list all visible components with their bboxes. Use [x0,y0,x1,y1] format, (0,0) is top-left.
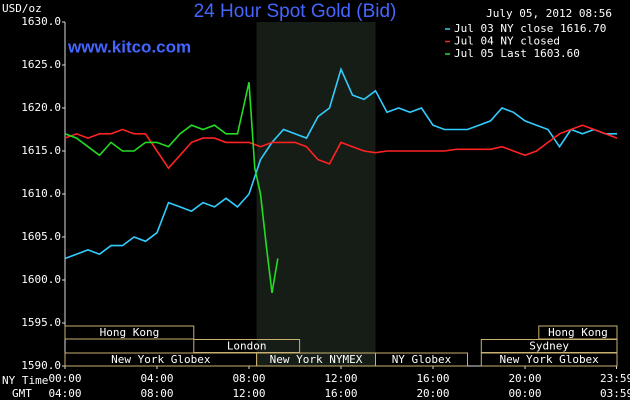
series-line [64,66,617,260]
session-label: Sydney [529,340,569,353]
x-tick-label: 08:00 [232,372,265,385]
x2-tick-label: 16:00 [324,387,357,400]
y-tick-label: 1630.0 [21,15,61,28]
session-label: New York Globex [111,353,211,366]
x-tick-label: 16:00 [416,372,449,385]
y-tick-label: 1605.0 [21,230,61,243]
session-label: NY Globex [392,353,452,366]
shaded-range [256,22,376,366]
legend-label: Jul 03 NY close 1616.70 [454,22,606,35]
x2-tick-label: 08:00 [140,387,173,400]
session-label: New York NYMEX [270,353,363,366]
x-tick-label: 20:00 [508,372,541,385]
x2-tick-label: 12:00 [232,387,265,400]
x-tick-label: 04:00 [140,372,173,385]
session-label: Hong Kong [100,326,160,339]
y-tick-label: 1625.0 [21,58,61,71]
legend-label: Jul 04 NY closed [454,35,560,48]
session-label: Hong Kong [548,326,608,339]
session-label: London [227,340,267,353]
y-tick-label: 1600.0 [21,273,61,286]
timestamp: July 05, 2012 08:56 [486,7,612,20]
x2-axis-label: GMT [12,387,32,400]
x-tick-label: 23:59 [600,372,630,385]
site-url: www.kitco.com [67,37,191,56]
y-axis-label: USD/oz [2,2,42,15]
x2-tick-label: 00:00 [508,387,541,400]
series-line [64,82,279,294]
y-tick-label: 1615.0 [21,144,61,157]
x2-tick-label: 20:00 [416,387,449,400]
y-tick-label: 1610.0 [21,187,61,200]
x-tick-label: 00:00 [48,372,81,385]
x-tick-label: 12:00 [324,372,357,385]
legend-label: Jul 05 Last 1603.60 [454,47,580,60]
chart-title: 24 Hour Spot Gold (Bid) [194,1,397,22]
session-box [64,325,195,340]
y-tick-label: 1620.0 [21,101,61,114]
x-axis-label: NY Time [2,374,48,387]
session-box [375,352,468,367]
y-tick-label: 1595.0 [21,316,61,329]
y-tick-label: 1590.0 [21,359,61,372]
session-label: New York Globex [499,353,599,366]
series-line [64,124,618,170]
x2-tick-label: 03:59 [600,387,630,400]
x2-tick-label: 04:00 [48,387,81,400]
session-box [480,352,618,367]
